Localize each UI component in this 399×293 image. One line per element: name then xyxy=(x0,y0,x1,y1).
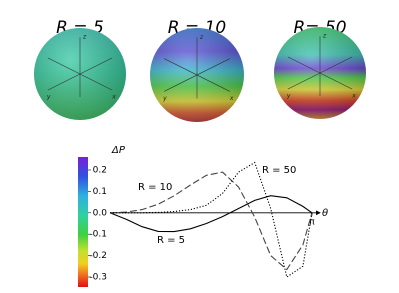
sphere-axis-label: x xyxy=(351,93,356,100)
series-label: R = 10 xyxy=(138,182,172,193)
series-line xyxy=(109,171,313,271)
sphere-axis-label: y xyxy=(286,93,291,100)
series-line xyxy=(109,195,313,233)
colorbar xyxy=(78,157,88,287)
y-axis-label: ΔP xyxy=(111,145,126,156)
y-tick-label: 0.1 xyxy=(93,187,107,197)
sphere-axis-label: x xyxy=(229,95,234,102)
sphere-axis-label: z xyxy=(82,34,87,41)
sphere-axis-label: y xyxy=(46,94,51,101)
x-tick-label: π xyxy=(309,217,315,227)
y-tick-label: -0.1 xyxy=(89,230,107,240)
sphere-axis-label: x xyxy=(111,94,116,101)
sphere-axis-label: z xyxy=(322,33,327,40)
sphere-axis-label: y xyxy=(162,95,167,102)
sphere-axis-label: z xyxy=(199,34,204,41)
y-tick-label: 0.0 xyxy=(93,208,108,218)
chart: 0.2 0.1 0.0 -0.1 -0.2 -0.3 ΔP θπ R = 5 R = 10 R = … xyxy=(88,145,328,282)
x-axis-label: θ xyxy=(322,208,328,219)
series-label: R = 50 xyxy=(262,165,296,176)
spheres: R = 5zxyR = 10zxyR= 50zxy xyxy=(34,18,366,122)
y-tick-label: -0.2 xyxy=(89,251,107,261)
series-label: R = 5 xyxy=(157,235,185,246)
y-tick-label: -0.3 xyxy=(89,272,107,282)
y-tick-label: 0.2 xyxy=(93,165,107,175)
series-line xyxy=(110,161,313,278)
